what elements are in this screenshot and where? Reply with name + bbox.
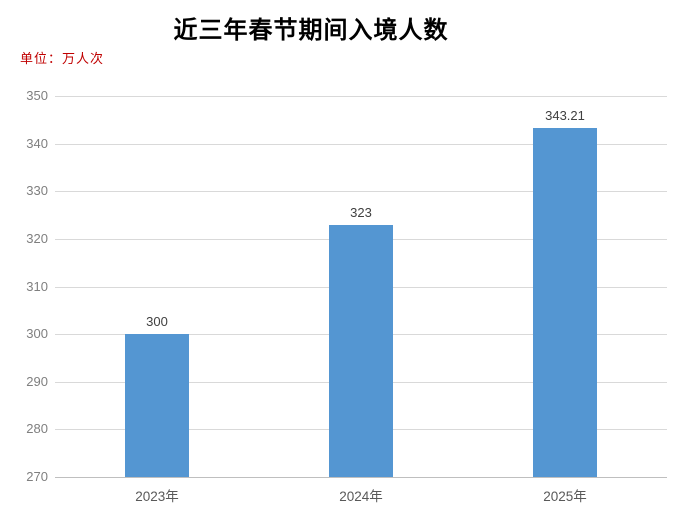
bar-value-label: 323 — [350, 204, 372, 220]
y-axis-tick-label: 310 — [26, 278, 48, 294]
bar — [329, 224, 393, 477]
y-axis-tick-label: 290 — [26, 373, 48, 389]
y-axis-tick-label: 330 — [26, 183, 48, 199]
bar-value-label: 300 — [146, 314, 168, 330]
unit-label: 单位：万人次 — [20, 51, 105, 66]
bar — [125, 334, 189, 477]
y-axis-tick-label: 280 — [26, 421, 48, 437]
chart-title: 近三年春节期间入境人数 — [173, 18, 449, 44]
y-axis-tick-label: 320 — [26, 230, 48, 246]
x-axis-label: 2025年 — [543, 489, 587, 504]
x-axis-label: 2023年 — [135, 489, 179, 504]
gridline — [55, 191, 667, 193]
x-axis-line — [55, 477, 667, 478]
x-axis-label: 2024年 — [339, 489, 383, 504]
gridline — [55, 96, 667, 97]
y-axis-tick-label: 340 — [26, 135, 48, 151]
bar — [533, 128, 597, 477]
gridline — [55, 143, 667, 145]
bar-value-label: 343.21 — [545, 108, 585, 124]
y-axis-tick-label: 270 — [26, 469, 48, 484]
y-axis-tick-label: 350 — [26, 88, 48, 103]
y-axis-tick-label: 300 — [26, 326, 48, 342]
